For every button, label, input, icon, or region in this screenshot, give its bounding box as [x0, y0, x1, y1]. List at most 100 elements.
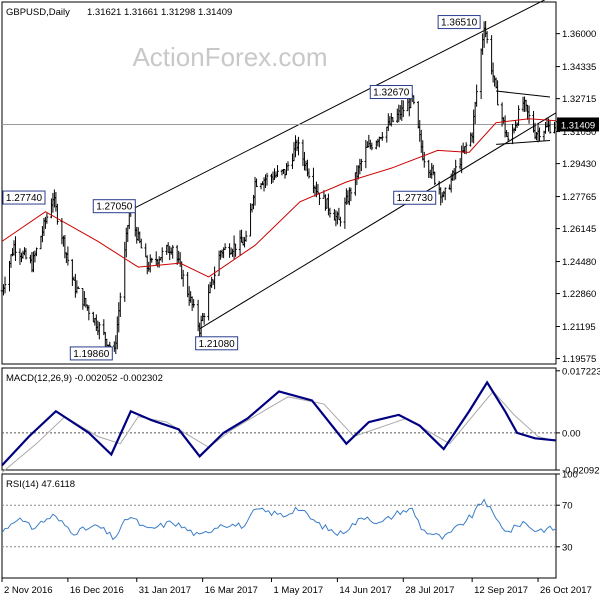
date-tick-label: 26 Oct 2017 — [540, 585, 592, 596]
price-axis: 1.36000 1.34335 1.32715 1.31050 1.29430 1.277… — [556, 29, 596, 365]
ohlc-bar — [14, 236, 17, 261]
ohlc-bar — [538, 127, 541, 142]
rsi-axis: 100 70 30 — [2, 470, 578, 553]
last-price-label: 1.31409 — [561, 120, 595, 131]
date-tick-label: 12 Sep 2017 — [474, 585, 528, 596]
price-tick-label: 1.36000 — [562, 29, 596, 40]
ohlc-bar — [496, 80, 499, 106]
trendline — [496, 139, 551, 145]
rsi-tick-label: 100 — [562, 470, 578, 481]
date-tick-label: 28 Jul 2017 — [405, 585, 454, 596]
ohlc-bar — [391, 117, 395, 123]
rsi-tick-label: 70 — [562, 501, 573, 512]
price-tick-label: 1.24480 — [562, 257, 596, 268]
last-price-box — [557, 117, 599, 132]
price-annotation: 1.36510 — [437, 15, 481, 30]
ohlc-bar — [255, 178, 258, 188]
price-tick-label: 1.31050 — [562, 127, 596, 138]
price-annotation: 1.27050 — [92, 199, 136, 214]
annotation-box — [92, 199, 136, 214]
ohlc-bar — [66, 246, 70, 266]
ohlc-bar — [35, 247, 38, 257]
ohlc-bar — [548, 120, 552, 134]
ohlc-bar — [45, 213, 49, 224]
ohlc-bar — [307, 168, 311, 179]
date-axis: 2 Nov 2016 16 Dec 2016 31 Jan 2017 16 Mar 2… — [1, 578, 592, 596]
ohlc-bar — [150, 257, 154, 263]
ohlc-bar — [485, 31, 489, 44]
ohlc-bar — [181, 269, 185, 287]
macd-tick-label: 0.017223 — [562, 366, 600, 377]
ohlc-bar — [139, 238, 143, 249]
ohlc-bar — [87, 305, 91, 321]
price-annotation: 1.21080 — [195, 336, 239, 351]
price-tick-label: 1.19575 — [562, 354, 596, 365]
ohlc-bar — [370, 142, 374, 151]
price-tick-label: 1.21195 — [562, 322, 596, 333]
moving-average — [1, 118, 557, 278]
macd-panel: 0.017223 0.00 -0.020927 MACD(12,26,9) -0.0… — [1, 366, 600, 477]
annotation-box — [69, 346, 113, 361]
price-panel: ActionForex.com 1.360001.343351.327151.3… — [0, 0, 599, 365]
annotation-label: 1.32670 — [373, 88, 410, 99]
ohlc-bar — [213, 266, 216, 290]
annotation-box — [195, 336, 239, 351]
ohlc-bar — [265, 172, 269, 186]
price-tick-label: 1.32715 — [562, 94, 596, 105]
ohlc-bar — [401, 100, 405, 118]
macd-line — [1, 380, 557, 467]
rsi-lines — [1, 498, 557, 541]
ohlc-bar — [56, 203, 59, 225]
ohlc-bar — [475, 84, 478, 107]
macd-title: MACD(12,26,9) -0.002052 -0.002302 — [6, 373, 163, 384]
price-tick-label: 1.22860 — [562, 289, 596, 300]
date-tick-label: 16 Mar 2017 — [205, 585, 258, 596]
annotation-box — [369, 85, 413, 100]
trendline — [199, 112, 557, 330]
date-tick-label: 16 Dec 2016 — [70, 585, 124, 596]
ohlc-bar — [276, 165, 279, 177]
ohlc-bar — [328, 207, 332, 218]
date-tick-label: 14 Jun 2017 — [339, 585, 391, 596]
ohlc-bar — [422, 151, 426, 168]
price-tick-label: 1.27765 — [562, 192, 596, 203]
ohlc-bar — [160, 247, 164, 263]
macd-tick-label: -0.020927 — [562, 466, 600, 477]
ohlc-bar — [202, 313, 206, 325]
annotation-label: 1.21080 — [199, 339, 236, 350]
price-annotations: 1.27740 1.19860 1.27050 1.21080 1.32670 1.277… — [2, 15, 481, 361]
date-tick-label: 2 Nov 2016 — [4, 585, 53, 596]
price-annotation: 1.27740 — [2, 190, 46, 205]
annotation-label: 1.19860 — [73, 349, 110, 360]
price-panel-frame — [1, 1, 557, 365]
price-annotation: 1.32670 — [369, 85, 413, 100]
ohlc-bar — [433, 171, 437, 185]
ohlc-bar — [339, 216, 342, 227]
rsi-title: RSI(14) 47.6118 — [6, 479, 75, 490]
watermark: ActionForex.com — [132, 42, 327, 72]
annotation-label: 1.27730 — [397, 193, 434, 204]
date-tick-label: 1 May 2017 — [274, 585, 324, 596]
ohlc-bar — [349, 187, 353, 202]
annotation-box — [393, 190, 437, 205]
ohlc-bar — [454, 159, 457, 180]
annotation-label: 1.27740 — [6, 193, 43, 204]
ohlc-bar — [234, 243, 237, 257]
ohlc-bar — [77, 286, 80, 290]
rsi-panel: 100 70 30 RSI(14) 47.6118 — [1, 470, 578, 579]
date-tick-label: 31 Jan 2017 — [139, 585, 191, 596]
annotation-label: 1.36510 — [441, 18, 478, 29]
ohlc-bar — [286, 161, 290, 171]
price-tick-label: 1.29430 — [562, 159, 596, 170]
ohlc-bar — [527, 105, 531, 124]
ohlc-bar — [223, 243, 227, 251]
trendline — [496, 90, 551, 98]
ohlc-bar — [118, 292, 122, 318]
ohlc-bar — [517, 105, 520, 126]
ohlc-bar — [3, 276, 7, 294]
chart-ohlc: 1.31621 1.31661 1.31298 1.31409 — [87, 7, 232, 18]
ohlc-bar — [443, 187, 447, 201]
moving-average-line — [1, 118, 557, 278]
price-annotation: 1.27730 — [393, 190, 437, 205]
